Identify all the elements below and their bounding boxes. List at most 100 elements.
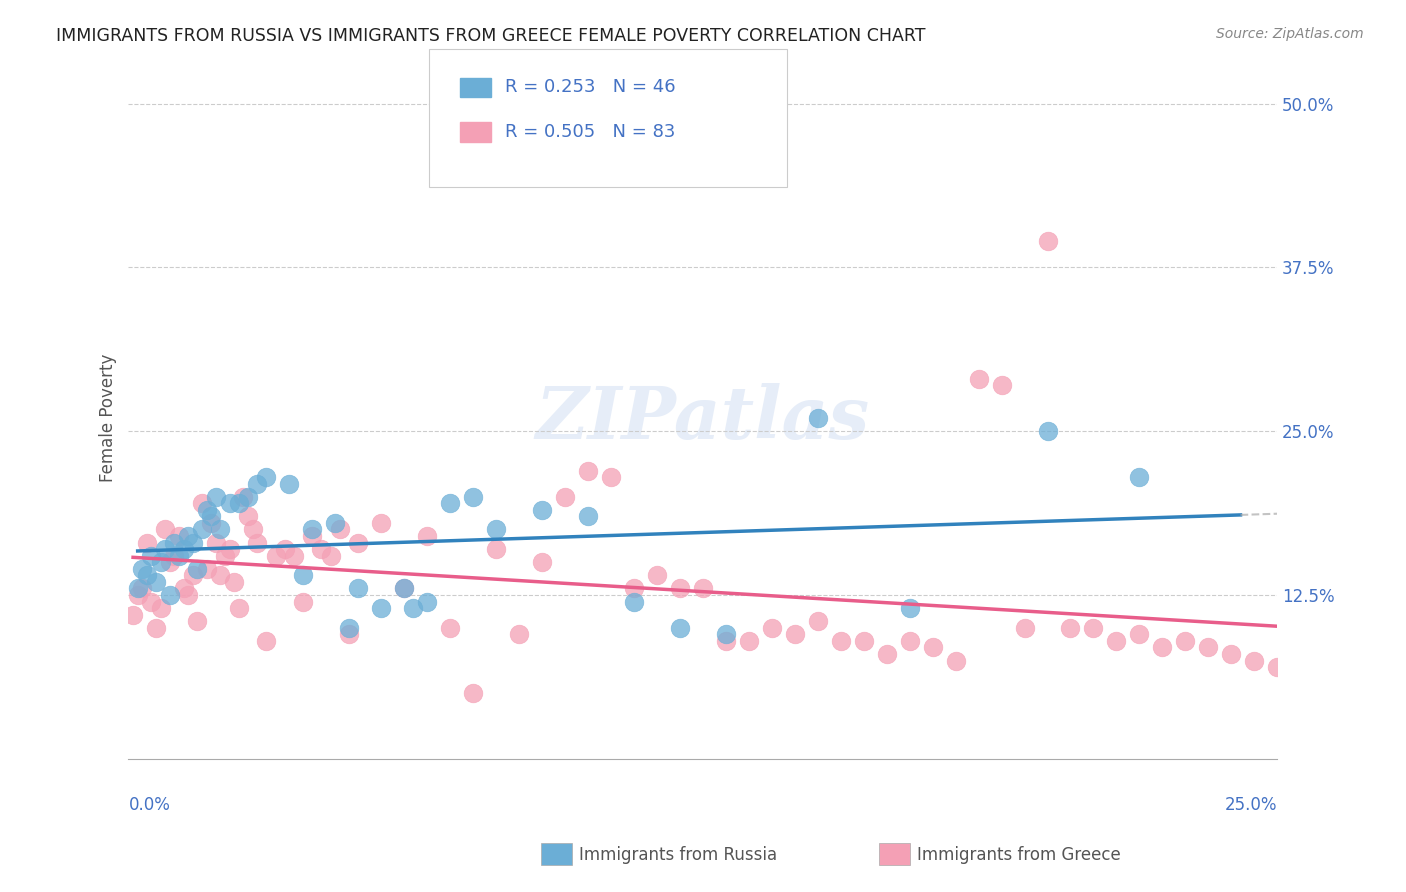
Point: [228, 601, 250, 615]
Point: [236, 509, 259, 524]
Point: [236, 490, 259, 504]
Point: [209, 568, 232, 582]
Point: [1014, 621, 1036, 635]
Point: [273, 542, 295, 557]
Point: [186, 562, 208, 576]
Text: 25.0%: 25.0%: [1225, 797, 1277, 814]
Point: [149, 601, 172, 615]
Point: [347, 582, 370, 596]
Point: [149, 555, 172, 569]
Point: [852, 633, 875, 648]
Point: [554, 490, 576, 504]
Point: [195, 562, 218, 576]
Point: [370, 601, 392, 615]
Point: [1105, 633, 1128, 648]
Point: [876, 647, 898, 661]
Point: [1220, 647, 1243, 661]
Point: [301, 529, 323, 543]
Point: [177, 588, 200, 602]
Point: [1243, 653, 1265, 667]
Point: [242, 523, 264, 537]
Point: [1289, 666, 1312, 681]
Point: [167, 549, 190, 563]
Point: [807, 411, 830, 425]
Point: [783, 627, 806, 641]
Point: [830, 633, 852, 648]
Point: [1128, 627, 1150, 641]
Point: [623, 582, 645, 596]
Point: [337, 627, 360, 641]
Point: [292, 568, 315, 582]
Point: [402, 601, 425, 615]
Text: IMMIGRANTS FROM RUSSIA VS IMMIGRANTS FROM GREECE FEMALE POVERTY CORRELATION CHAR: IMMIGRANTS FROM RUSSIA VS IMMIGRANTS FRO…: [56, 27, 925, 45]
Point: [264, 549, 287, 563]
Point: [439, 496, 461, 510]
Point: [127, 582, 149, 596]
Point: [200, 516, 222, 530]
Point: [159, 588, 181, 602]
Point: [135, 535, 157, 549]
Point: [155, 523, 177, 537]
Point: [228, 496, 250, 510]
Point: [898, 601, 921, 615]
Point: [600, 470, 623, 484]
Point: [195, 503, 218, 517]
Point: [623, 594, 645, 608]
Point: [191, 496, 214, 510]
Point: [392, 582, 415, 596]
Point: [1083, 621, 1105, 635]
Point: [311, 542, 333, 557]
Point: [461, 490, 484, 504]
Point: [181, 535, 204, 549]
Text: Immigrants from Greece: Immigrants from Greece: [917, 846, 1121, 863]
Point: [141, 549, 163, 563]
Point: [173, 582, 195, 596]
Point: [186, 614, 208, 628]
Point: [145, 621, 167, 635]
Point: [898, 633, 921, 648]
Point: [1152, 640, 1174, 655]
Point: [1036, 234, 1059, 248]
Point: [1059, 621, 1081, 635]
Point: [370, 516, 392, 530]
Point: [439, 621, 461, 635]
Point: [127, 588, 149, 602]
Point: [714, 627, 737, 641]
Point: [576, 463, 599, 477]
Y-axis label: Female Poverty: Female Poverty: [100, 354, 117, 483]
Point: [1174, 633, 1197, 648]
Point: [131, 582, 153, 596]
Point: [319, 549, 342, 563]
Point: [531, 503, 554, 517]
Point: [738, 633, 761, 648]
Point: [485, 523, 508, 537]
Point: [1197, 640, 1219, 655]
Point: [254, 470, 277, 484]
Point: [209, 523, 232, 537]
Point: [990, 378, 1012, 392]
Point: [1128, 470, 1150, 484]
Point: [329, 523, 352, 537]
Point: [246, 476, 269, 491]
Text: R = 0.505   N = 83: R = 0.505 N = 83: [505, 123, 675, 141]
Point: [254, 633, 277, 648]
Point: [392, 582, 415, 596]
Point: [416, 529, 439, 543]
Text: R = 0.253   N = 46: R = 0.253 N = 46: [505, 78, 675, 96]
Point: [807, 614, 830, 628]
Point: [214, 549, 236, 563]
Point: [181, 568, 204, 582]
Point: [416, 594, 439, 608]
Point: [135, 568, 157, 582]
Point: [967, 372, 990, 386]
Text: ZIPatlas: ZIPatlas: [536, 383, 870, 454]
Point: [301, 523, 323, 537]
Point: [141, 594, 163, 608]
Point: [508, 627, 530, 641]
Point: [714, 633, 737, 648]
Point: [122, 607, 145, 622]
Point: [131, 562, 153, 576]
Point: [292, 594, 315, 608]
Point: [200, 509, 222, 524]
Point: [246, 535, 269, 549]
